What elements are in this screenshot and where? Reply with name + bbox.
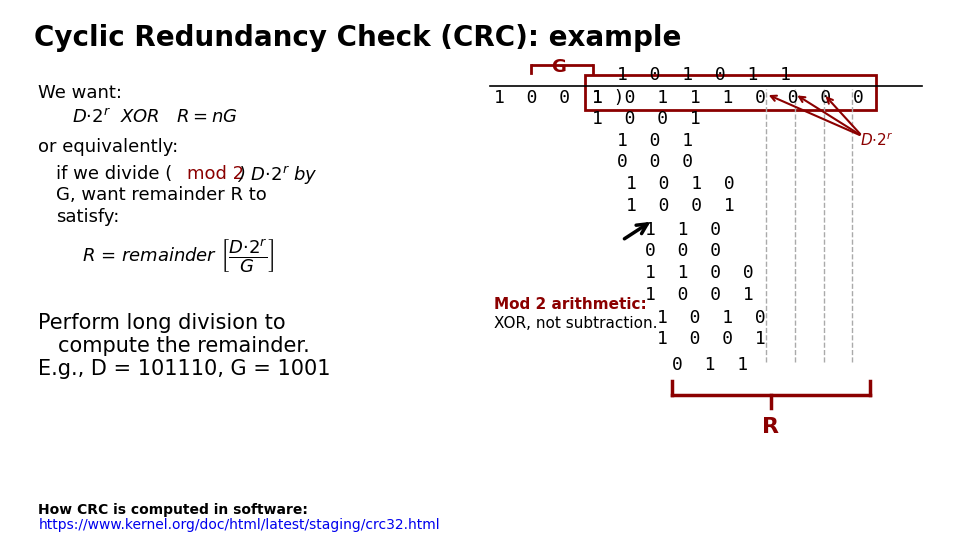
Text: G, want remainder R to: G, want remainder R to xyxy=(56,186,267,204)
Text: $D{\cdot}2^r$: $D{\cdot}2^r$ xyxy=(860,132,894,149)
Text: or equivalently:: or equivalently: xyxy=(38,138,179,156)
Text: 1  0  0  1: 1 0 0 1 xyxy=(645,286,754,303)
Text: if we divide (: if we divide ( xyxy=(56,165,172,183)
Text: 0  0  0: 0 0 0 xyxy=(645,242,721,260)
Text: 1  0  1  0: 1 0 1 0 xyxy=(657,309,765,327)
Text: 1  0  1  0: 1 0 1 0 xyxy=(626,175,734,193)
Text: Cyclic Redundancy Check (CRC): example: Cyclic Redundancy Check (CRC): example xyxy=(34,24,681,52)
Text: $R$ = remainder $\left[\dfrac{D{\cdot}2^r}{G}\right]$: $R$ = remainder $\left[\dfrac{D{\cdot}2^… xyxy=(82,238,275,275)
Text: 1  0  1  1  1  0  0  0  0: 1 0 1 1 1 0 0 0 0 xyxy=(592,89,864,107)
Text: mod 2: mod 2 xyxy=(187,165,245,183)
Text: compute the remainder.: compute the remainder. xyxy=(58,336,309,356)
Text: E.g., D = 101110, G = 1001: E.g., D = 101110, G = 1001 xyxy=(38,359,331,379)
Text: 1  0  0  1 ): 1 0 0 1 ) xyxy=(494,89,625,107)
Text: XOR, not subtraction.: XOR, not subtraction. xyxy=(494,316,658,331)
Text: How CRC is computed in software:: How CRC is computed in software: xyxy=(38,503,308,517)
Text: G: G xyxy=(551,58,566,76)
Text: 1  0  1  0  1  1: 1 0 1 0 1 1 xyxy=(617,66,791,84)
Text: 1  1  0: 1 1 0 xyxy=(645,221,721,239)
Text: 1  1  0  0: 1 1 0 0 xyxy=(645,264,754,282)
Text: $D{\cdot}2^r$  XOR   $R = nG$: $D{\cdot}2^r$ XOR $R = nG$ xyxy=(72,108,237,127)
Text: 1  0  0  1: 1 0 0 1 xyxy=(657,330,765,348)
Text: ) $D{\cdot}2^r$ by: ) $D{\cdot}2^r$ by xyxy=(237,165,318,187)
Text: Perform long division to: Perform long division to xyxy=(38,313,286,333)
Text: 1  0  0  1: 1 0 0 1 xyxy=(626,197,734,214)
Text: We want:: We want: xyxy=(38,84,123,102)
Text: Mod 2 arithmetic:: Mod 2 arithmetic: xyxy=(494,297,647,312)
Text: https://www.kernel.org/doc/html/latest/staging/crc32.html: https://www.kernel.org/doc/html/latest/s… xyxy=(38,518,440,532)
Text: 1  0  0  1: 1 0 0 1 xyxy=(592,110,701,127)
Text: 0  1  1: 0 1 1 xyxy=(672,356,748,374)
Text: satisfy:: satisfy: xyxy=(56,208,119,226)
Text: 1  0  1: 1 0 1 xyxy=(617,132,693,150)
Text: R: R xyxy=(762,417,780,437)
Text: 0  0  0: 0 0 0 xyxy=(617,153,693,171)
